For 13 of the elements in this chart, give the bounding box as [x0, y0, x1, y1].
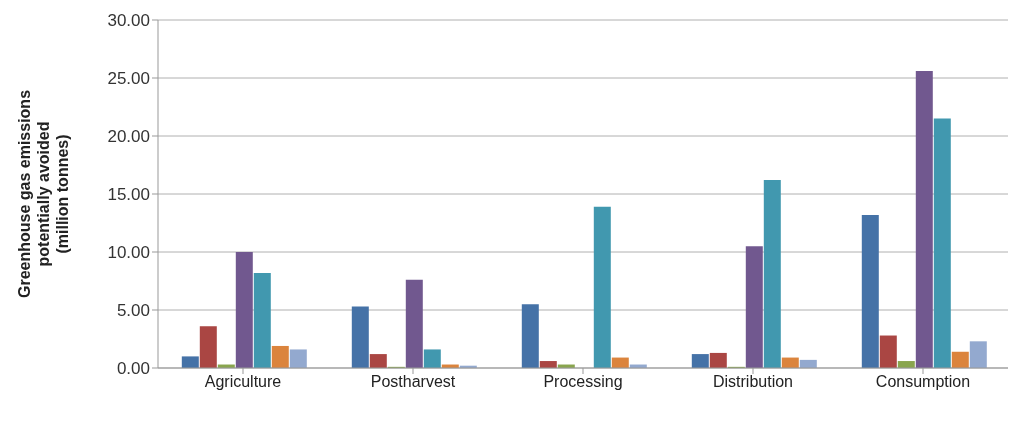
y-tick-label: 20.00 [107, 127, 150, 147]
y-tick-label: 5.00 [116, 301, 150, 321]
y-tick-label: 15.00 [107, 185, 150, 205]
x-tick-label: Agriculture [204, 373, 282, 391]
y-tick-label: 25.00 [107, 69, 150, 89]
x-tick-label: Processing [543, 373, 623, 391]
x-tick-label: Distribution [712, 373, 794, 391]
x-tick-label: Consumption [875, 373, 971, 391]
x-tick-label: Postharvest [370, 373, 456, 391]
y-tick-label: 0.00 [116, 359, 150, 379]
y-axis-title: Greenhouse gas emissions potentially avoided (million tonnes) [16, 89, 71, 299]
y-tick-label: 10.00 [107, 243, 150, 263]
y-tick-label: 30.00 [107, 11, 150, 31]
